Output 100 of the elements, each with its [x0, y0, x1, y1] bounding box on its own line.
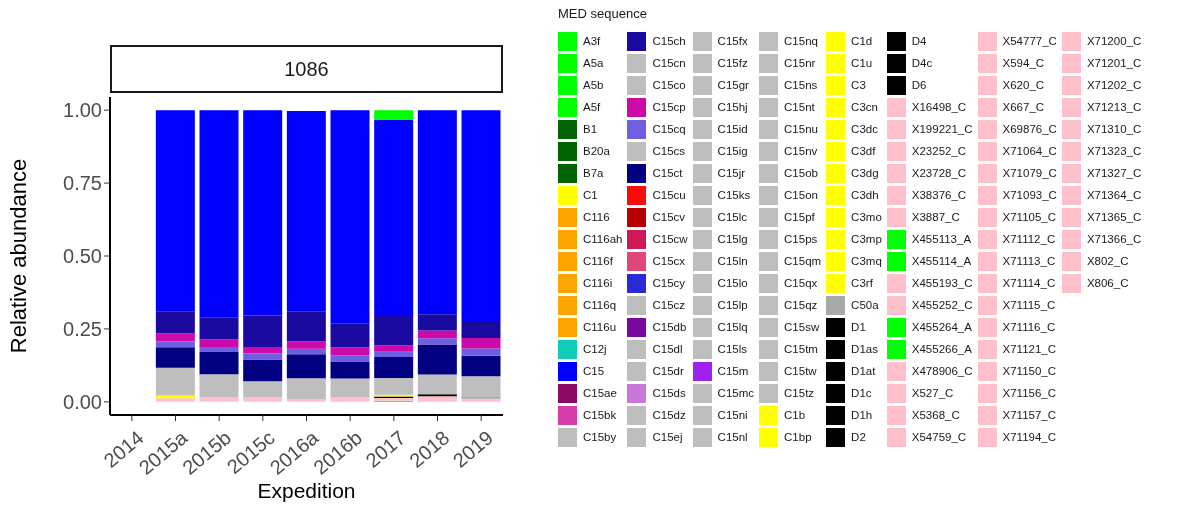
legend-label: C15m — [717, 365, 749, 377]
y-tick-label: 1.00 — [63, 99, 102, 122]
legend-label: X806_C — [1086, 277, 1129, 289]
legend-label: X71310_C — [1086, 123, 1142, 135]
legend-label: A5a — [583, 57, 604, 69]
legend-label: C15db — [652, 321, 687, 333]
legend-label: C3cn — [851, 101, 878, 113]
legend-label: C15nv — [784, 145, 818, 157]
legend-label: C15by — [583, 431, 617, 443]
legend-label: X71365_C — [1086, 211, 1142, 223]
legend-label: C15nr — [784, 57, 816, 69]
legend-label: C15ln — [717, 255, 748, 267]
legend-label: X71156_C — [1002, 387, 1057, 399]
legend-label: C15cn — [652, 57, 686, 69]
legend-label: X71116_C — [1002, 321, 1056, 333]
legend-label: C3rf — [851, 277, 873, 289]
legend-label: C3mq — [851, 255, 882, 267]
legend-label: X594_C — [1002, 57, 1045, 69]
legend-label: X71327_C — [1086, 167, 1142, 179]
legend-label: C15dr — [652, 365, 684, 377]
legend-label: C1b — [784, 409, 806, 421]
y-tick-label: 0.00 — [63, 390, 102, 413]
legend-label: D2 — [851, 431, 866, 443]
legend-label: C3mp — [851, 233, 882, 245]
legend-label: C15cy — [652, 277, 686, 289]
legend-label: C15ls — [717, 343, 747, 355]
legend-label: C3dc — [851, 123, 878, 135]
legend-label: C15dl — [652, 343, 683, 355]
legend-label: X5368_C — [911, 409, 960, 421]
legend-label: X455252_C — [911, 299, 973, 311]
legend-label: C15nq — [784, 35, 818, 47]
legend-label: C15cz — [652, 299, 686, 311]
legend-label: C15cu — [652, 189, 686, 201]
legend-label: C15cq — [652, 123, 686, 135]
legend-label: C3mo — [851, 211, 882, 223]
legend-label: C15mc — [717, 387, 755, 399]
legend-label: C15ae — [583, 387, 617, 399]
chart-title: 1086 — [110, 45, 503, 93]
legend-label: X54777_C — [1002, 35, 1057, 47]
legend-label: X455193_C — [911, 277, 973, 289]
legend-label: C116u — [583, 321, 617, 333]
legend-label: C15lq — [717, 321, 748, 333]
legend-label: X455264_A — [911, 321, 972, 333]
legend-label: C15ds — [652, 387, 686, 399]
legend-label: C116q — [583, 299, 617, 311]
legend-label: X71112_C — [1002, 233, 1056, 245]
legend-label: C15on — [784, 189, 818, 201]
legend-label: X38376_C — [911, 189, 967, 201]
legend-label: C15cx — [652, 255, 686, 267]
legend-label: D1at — [851, 365, 876, 377]
legend-label: X455114_A — [911, 255, 972, 267]
legend-label: C15ks — [717, 189, 751, 201]
legend-label: X71115_C — [1002, 299, 1056, 311]
legend-label: C15gr — [717, 79, 749, 91]
legend-label: C3dg — [851, 167, 879, 179]
legend-label: X71202_C — [1086, 79, 1142, 91]
legend-title: MED sequence — [558, 6, 648, 23]
legend-label: C15ig — [717, 145, 748, 157]
legend-label: C15fz — [717, 57, 748, 69]
y-tick-label: 0.25 — [63, 318, 102, 341]
legend-label: C15hj — [717, 101, 748, 113]
legend-label: C12j — [583, 343, 607, 355]
legend-label: X667_C — [1002, 101, 1045, 113]
legend-label: X71150_C — [1002, 365, 1057, 377]
legend-label: C1d — [851, 35, 873, 47]
legend-label: C15fx — [717, 35, 748, 47]
legend-label: A3f — [583, 35, 601, 47]
legend-label: C15tw — [784, 365, 817, 377]
legend-label: X199221_C — [911, 123, 973, 135]
legend-label: D1c — [851, 387, 872, 399]
legend-label: C15qz — [784, 299, 818, 311]
legend-label: D4 — [911, 35, 927, 47]
legend-label: C15pf — [784, 211, 815, 223]
legend-label: C15lc — [717, 211, 747, 223]
legend-label: X71157_C — [1002, 409, 1057, 421]
legend-label: C15sw — [784, 321, 820, 333]
legend-label: D1h — [851, 409, 873, 421]
legend-label: C15dz — [652, 409, 686, 421]
legend-label: B1 — [583, 123, 598, 135]
legend-label: X71064_C — [1002, 145, 1057, 157]
legend-label: C1 — [583, 189, 598, 201]
legend-label: D6 — [911, 79, 927, 91]
legend-label: X71200_C — [1086, 35, 1142, 47]
legend-label: C15qx — [784, 277, 818, 289]
legend-label: B20a — [583, 145, 610, 157]
legend-label: C15ns — [784, 79, 818, 91]
y-axis-title: Relative abundance — [5, 158, 31, 354]
legend-label: C15ch — [652, 35, 686, 47]
y-tick-label: 0.50 — [63, 245, 102, 268]
legend-label: C15nt — [784, 101, 815, 113]
legend-label: D1 — [851, 321, 866, 333]
legend-label: C15jr — [717, 167, 746, 179]
x-axis-title: Expedition — [257, 479, 356, 502]
legend-label: C15cs — [652, 145, 686, 157]
legend-label: C15id — [717, 123, 748, 135]
legend-label: X71213_C — [1086, 101, 1142, 113]
legend-label: X71114_C — [1002, 277, 1056, 289]
legend-label: C15cw — [652, 233, 688, 245]
legend-label: X71079_C — [1002, 167, 1057, 179]
legend-label: C3df — [851, 145, 876, 157]
